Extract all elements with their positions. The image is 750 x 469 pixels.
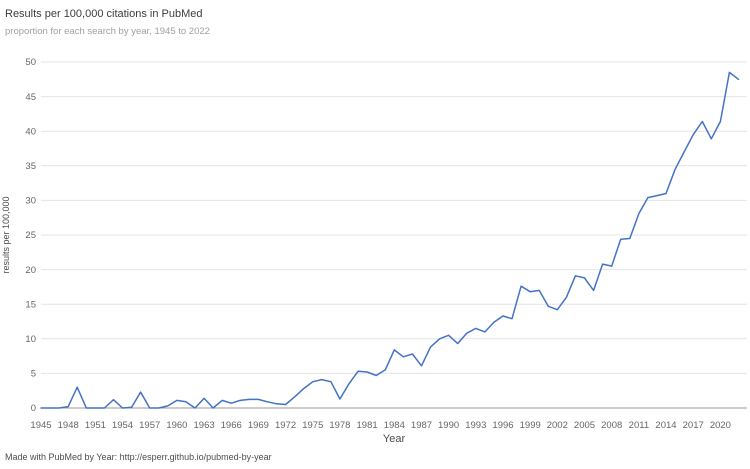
svg-text:2005: 2005 — [574, 420, 595, 431]
svg-text:0: 0 — [31, 403, 36, 414]
svg-text:1972: 1972 — [275, 420, 296, 431]
svg-text:40: 40 — [25, 126, 36, 137]
svg-text:1990: 1990 — [438, 420, 459, 431]
svg-text:1987: 1987 — [411, 420, 432, 431]
svg-text:1954: 1954 — [112, 420, 133, 431]
svg-text:1957: 1957 — [139, 420, 160, 431]
svg-text:1951: 1951 — [85, 420, 106, 431]
svg-text:30: 30 — [25, 196, 36, 207]
svg-text:10: 10 — [25, 334, 36, 345]
svg-text:50: 50 — [25, 57, 36, 68]
svg-text:1966: 1966 — [221, 420, 242, 431]
svg-text:1981: 1981 — [357, 420, 378, 431]
svg-text:1945: 1945 — [30, 420, 51, 431]
svg-text:25: 25 — [25, 230, 36, 241]
svg-text:2014: 2014 — [655, 420, 676, 431]
svg-text:2002: 2002 — [547, 420, 568, 431]
svg-text:45: 45 — [25, 92, 36, 103]
svg-text:1975: 1975 — [302, 420, 323, 431]
svg-text:1978: 1978 — [329, 420, 350, 431]
svg-text:2011: 2011 — [629, 420, 649, 431]
svg-text:1948: 1948 — [58, 420, 79, 431]
svg-text:1996: 1996 — [492, 420, 513, 431]
svg-text:5: 5 — [31, 369, 36, 380]
svg-text:1960: 1960 — [166, 420, 187, 431]
svg-text:1999: 1999 — [520, 420, 541, 431]
svg-text:15: 15 — [25, 299, 36, 310]
svg-text:35: 35 — [25, 161, 36, 172]
svg-text:2017: 2017 — [683, 420, 704, 431]
svg-text:1993: 1993 — [465, 420, 486, 431]
svg-text:2008: 2008 — [601, 420, 622, 431]
svg-text:20: 20 — [25, 265, 36, 276]
svg-text:1969: 1969 — [248, 420, 269, 431]
svg-text:2020: 2020 — [710, 420, 731, 431]
svg-text:1963: 1963 — [194, 420, 215, 431]
svg-text:1984: 1984 — [384, 420, 405, 431]
